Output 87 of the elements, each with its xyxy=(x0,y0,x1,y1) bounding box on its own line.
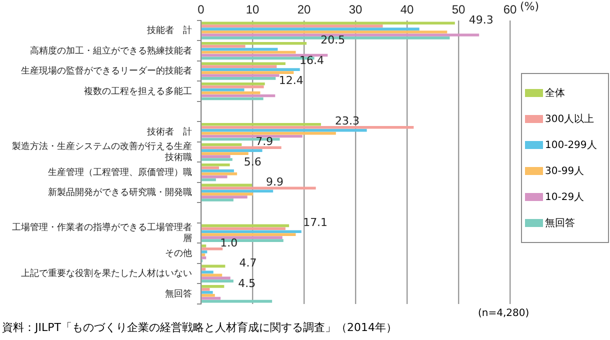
bar xyxy=(202,280,234,282)
data-label: 9.9 xyxy=(266,176,284,189)
bar xyxy=(202,143,242,146)
x-tick-label: 60 xyxy=(503,2,517,17)
bar xyxy=(202,74,280,77)
bar xyxy=(202,22,455,25)
bar xyxy=(202,42,307,45)
data-label: 4.7 xyxy=(239,256,257,270)
y-tick-label: 工場管理・作業者の指導ができる工場管理者層 xyxy=(12,222,192,243)
bar xyxy=(202,85,264,88)
x-tick-label: 0 xyxy=(198,2,205,17)
y-tick-label: 上記で重要な役割を果たした人材はいない xyxy=(21,268,192,278)
legend-label: 30-99人 xyxy=(545,165,584,178)
x-tick-label: 50 xyxy=(452,2,466,17)
y-tick-label: 生産現場の監督ができるリーダー的技能者 xyxy=(21,66,192,76)
y-tick-label: 技術者 計 xyxy=(146,126,192,136)
bar xyxy=(202,244,206,248)
bar xyxy=(202,163,230,166)
bar xyxy=(202,28,420,30)
bar xyxy=(202,158,232,161)
bar xyxy=(202,233,296,236)
x-tick-label: 20 xyxy=(297,2,311,17)
bar xyxy=(202,270,214,274)
bar xyxy=(202,71,294,74)
x-tick-label: 40 xyxy=(400,2,414,17)
legend-label: 全体 xyxy=(545,87,565,100)
bar xyxy=(202,268,206,271)
bar xyxy=(202,68,300,71)
text: (n=4,280) xyxy=(478,308,530,319)
bar xyxy=(202,290,213,294)
y-tick-label: その他 xyxy=(165,248,192,258)
bar xyxy=(202,178,216,182)
bar xyxy=(202,82,265,86)
bar xyxy=(202,285,224,288)
bar xyxy=(202,276,230,280)
y-tick-label: 生産管理（工程管理、原価管理）職 xyxy=(48,166,192,177)
text: 資料：JILPT「ものづくり企業の経営戦略と人材育成に関する調査」（2014年） xyxy=(2,320,397,335)
bar xyxy=(202,196,248,198)
bar xyxy=(202,126,414,129)
bar xyxy=(202,24,383,28)
bar xyxy=(202,166,220,170)
bar xyxy=(202,274,222,277)
legend-label: 100-299人 xyxy=(545,139,597,152)
x-axis-title: (%) xyxy=(520,0,540,13)
bar xyxy=(202,149,262,152)
bar xyxy=(202,62,286,66)
bar xyxy=(202,294,215,297)
data-label: 17.1 xyxy=(303,216,328,230)
bar xyxy=(202,230,302,234)
y-tick-label: 高精度の加工・組立ができる熟練技能者 xyxy=(30,45,192,56)
bar xyxy=(202,155,230,158)
bar xyxy=(202,250,208,254)
bar xyxy=(202,253,206,256)
data-label: 4.5 xyxy=(238,276,256,290)
bar xyxy=(202,247,223,250)
bar xyxy=(202,30,448,34)
bar xyxy=(202,186,316,190)
bar xyxy=(202,190,274,193)
bar xyxy=(202,146,282,150)
legend-label: 10-29人 xyxy=(545,191,584,204)
bar xyxy=(202,288,210,291)
bar xyxy=(202,227,286,230)
bar xyxy=(202,152,248,155)
bar xyxy=(202,34,480,36)
bar xyxy=(202,236,282,239)
bar xyxy=(202,175,228,178)
legend-label: 無回答 xyxy=(545,217,575,230)
bar xyxy=(202,184,252,187)
bar xyxy=(202,169,234,172)
bar xyxy=(202,192,254,196)
data-label: 23.3 xyxy=(334,114,360,128)
data-label: 49.3 xyxy=(468,13,494,26)
x-tick-label: 10 xyxy=(246,2,260,17)
y-tick-label: 無回答 xyxy=(165,288,192,298)
x-tick-label: 30 xyxy=(348,2,362,17)
y-tick-label: 新製品開発ができる研究職・開発職 xyxy=(48,187,192,198)
legend-label: 300人以上 xyxy=(545,112,594,126)
bar xyxy=(202,65,277,68)
y-tick-label: 製造方法・生産システムの改善が行える生産技術職 xyxy=(12,141,192,162)
bar xyxy=(202,77,276,80)
data-label: 16.4 xyxy=(299,54,324,67)
bar xyxy=(202,198,234,202)
y-tick-label: 技能者 計 xyxy=(146,25,192,36)
y-tick-label: 複数の工程を担える多能工 xyxy=(84,86,192,96)
data-label: 5.6 xyxy=(244,155,262,168)
data-label: 12.4 xyxy=(278,74,304,88)
bar xyxy=(202,122,321,126)
